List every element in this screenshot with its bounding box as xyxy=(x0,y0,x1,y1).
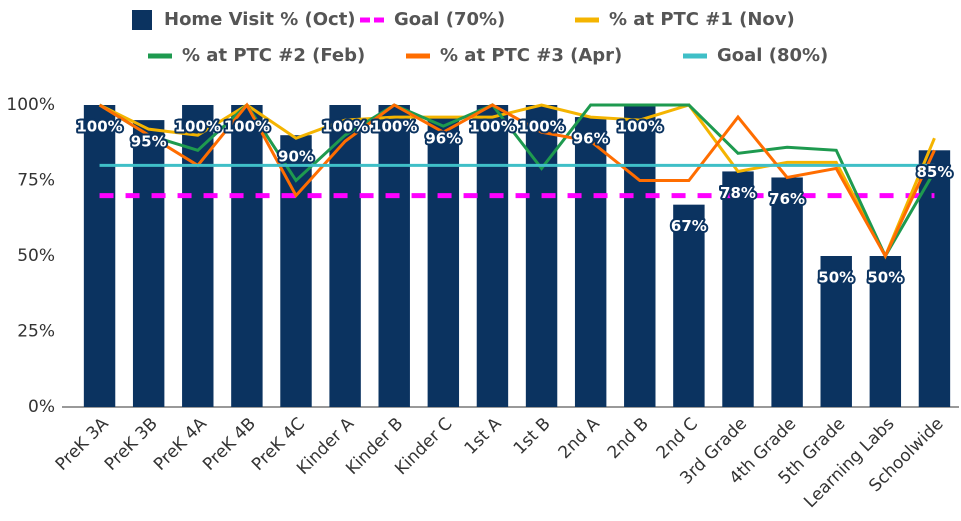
x-tick-label: 1st A xyxy=(461,414,506,459)
bar xyxy=(476,105,509,407)
data-label: 100% xyxy=(371,118,417,136)
y-tick-label: 75% xyxy=(17,171,55,191)
y-tick-label: 50% xyxy=(17,246,55,266)
data-label: 100% xyxy=(76,118,122,136)
bar xyxy=(427,117,460,407)
data-label: 76% xyxy=(769,190,805,208)
data-label: 85% xyxy=(916,163,952,181)
legend-label: % at PTC #3 (Apr) xyxy=(440,45,622,66)
bar xyxy=(673,204,705,407)
bar xyxy=(525,105,558,407)
bar xyxy=(574,117,607,407)
x-tick-label: PreK 4A xyxy=(150,414,211,475)
bar xyxy=(182,105,214,407)
bar xyxy=(918,150,951,408)
legend-label: Goal (80%) xyxy=(717,45,828,66)
y-tick-label: 0% xyxy=(28,397,55,417)
data-label: 100% xyxy=(518,118,564,136)
data-label: 96% xyxy=(425,130,461,148)
bar xyxy=(722,171,754,407)
x-tick-label: 2nd A xyxy=(555,414,604,463)
x-tick-label: 2nd B xyxy=(604,414,653,463)
y-tick-label: 25% xyxy=(17,322,55,342)
data-label: 96% xyxy=(573,130,609,148)
bar xyxy=(132,120,165,407)
bar xyxy=(378,105,410,407)
y-tick-label: 100% xyxy=(6,95,55,115)
data-label: 100% xyxy=(322,118,368,136)
bar xyxy=(771,177,803,407)
data-label: 50% xyxy=(818,269,854,287)
bar xyxy=(869,256,902,407)
series-line xyxy=(98,102,936,260)
x-tick-label: PreK 4B xyxy=(199,414,260,475)
bar xyxy=(83,105,116,407)
bar xyxy=(820,256,852,407)
x-tick-label: 1st B xyxy=(510,414,555,459)
series-line xyxy=(98,102,936,260)
legend-label: % at PTC #2 (Feb) xyxy=(182,45,365,66)
legend-label: % at PTC #1 (Nov) xyxy=(609,9,795,30)
data-label: 90% xyxy=(278,148,314,166)
bar xyxy=(231,105,263,407)
x-tick-label: PreK 3A xyxy=(52,414,113,475)
legend-swatch xyxy=(132,10,152,30)
data-label: 78% xyxy=(720,184,756,202)
data-label: 100% xyxy=(617,118,663,136)
bar xyxy=(329,105,361,407)
data-label: 50% xyxy=(867,269,903,287)
legend-label: Home Visit % (Oct) xyxy=(164,9,356,30)
data-label: 67% xyxy=(671,217,707,235)
legend-label: Goal (70%) xyxy=(394,9,505,30)
data-label: 100% xyxy=(175,118,221,136)
series-line xyxy=(98,103,936,260)
data-label: 100% xyxy=(224,118,270,136)
data-label: 100% xyxy=(469,118,515,136)
bar xyxy=(624,105,656,407)
data-label: 95% xyxy=(131,133,167,151)
x-tick-label: PreK 3B xyxy=(101,414,162,475)
